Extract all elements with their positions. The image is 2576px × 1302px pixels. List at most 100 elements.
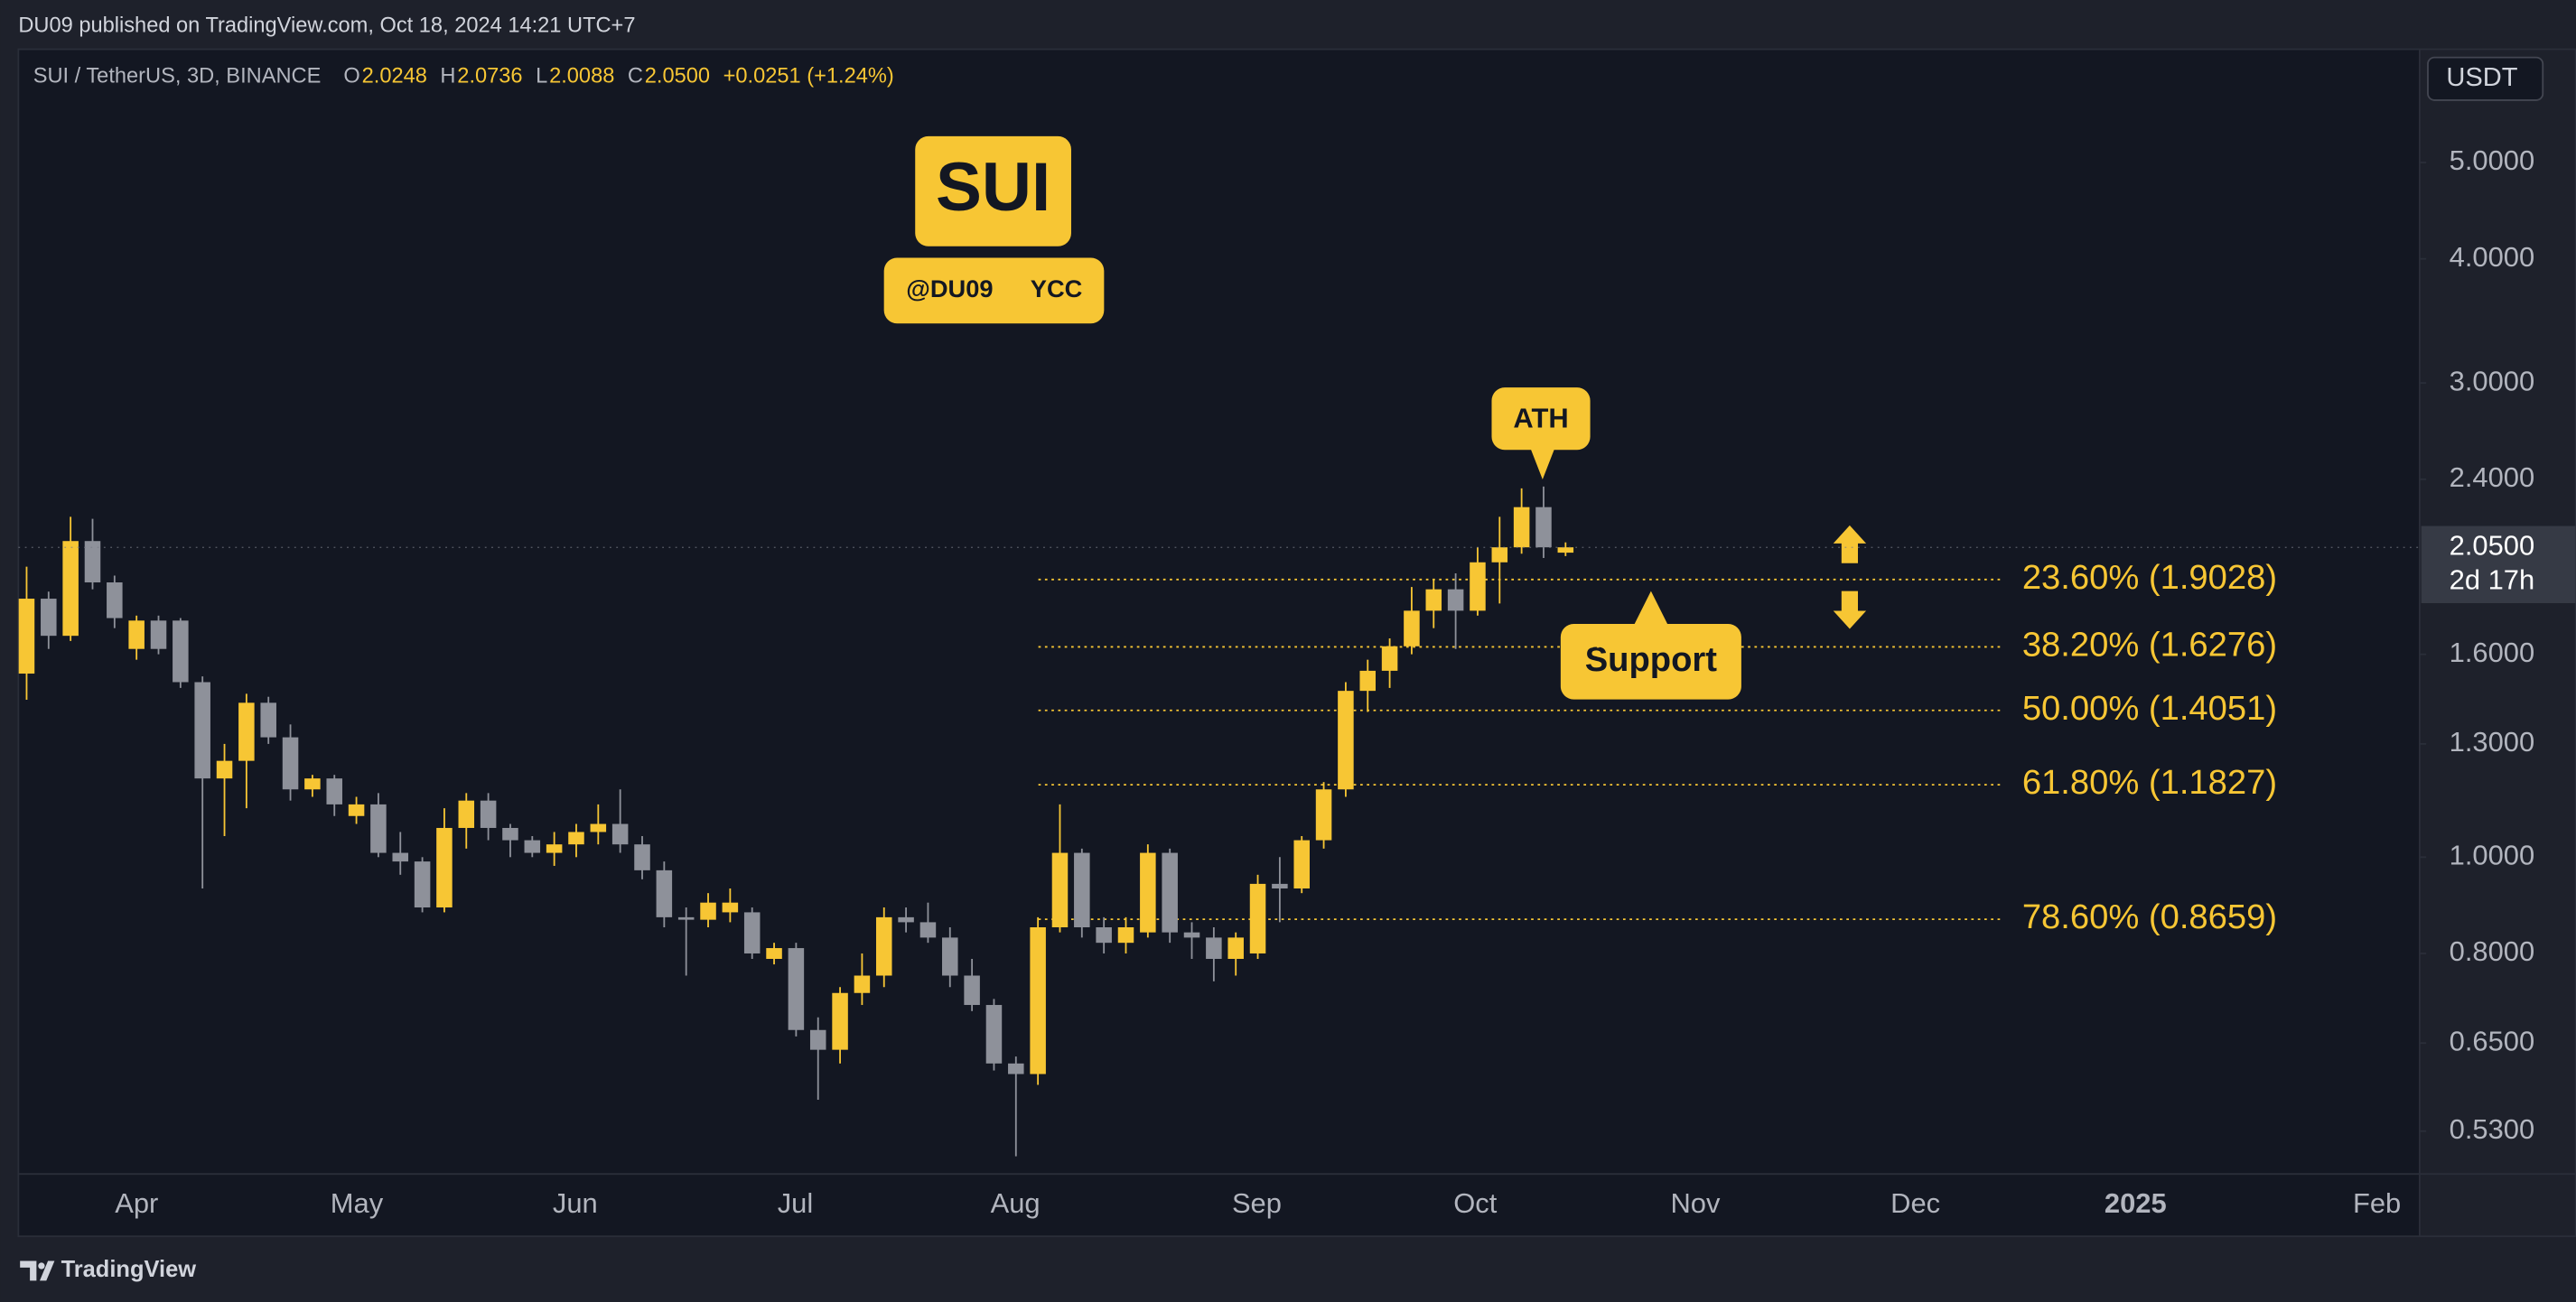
candle-body (1557, 547, 1574, 553)
x-tick-label: Dec (1890, 1187, 1940, 1219)
candle-body (1162, 852, 1178, 933)
tv-logo (20, 1260, 55, 1281)
plot: 5.0000 4.0000 3.0000 2.4000 1.6000 1.3000 1.00… (18, 144, 2576, 1219)
candle-body (1096, 926, 1112, 944)
partner-text: YCC (1031, 274, 1083, 302)
y-tick-label: 0.6500 (2450, 1025, 2535, 1056)
currency-button[interactable] (2427, 56, 2544, 101)
candle-body (964, 975, 980, 1006)
x-tick-label: Aug (991, 1187, 1041, 1219)
candle-body (832, 992, 848, 1050)
title-text: SUI (936, 149, 1050, 226)
candle-body (1249, 883, 1266, 953)
ath-text: ATH (1513, 403, 1568, 434)
candle-body (128, 620, 145, 649)
x-tick-label: 2025 (2105, 1187, 2167, 1219)
y-tick-label: 0.5300 (2450, 1113, 2535, 1145)
candle-body (590, 823, 607, 832)
candle-body (677, 916, 695, 920)
candle-body (766, 948, 782, 959)
candle-body (238, 702, 255, 761)
y-tick-label: 5.0000 (2450, 144, 2535, 176)
candle-body (656, 870, 673, 917)
x-tick-label: Sep (1232, 1187, 1282, 1219)
candle-body (41, 599, 57, 637)
candle-body (634, 844, 650, 870)
title-badge (915, 135, 1071, 246)
candle-body (1315, 789, 1332, 841)
x-tick-label: May (331, 1187, 384, 1219)
candle-body (743, 912, 761, 953)
candle-body (1404, 610, 1420, 646)
candle-body (348, 804, 365, 816)
published-note: DU09 published on TradingView.com, Oct 1… (18, 14, 635, 37)
y-tick-label: 0.8000 (2450, 935, 2535, 967)
candle-body (722, 902, 739, 913)
candle-body (1074, 852, 1090, 927)
ath-callout (1491, 387, 1591, 479)
support-text: Support (1585, 640, 1718, 679)
candle-body (370, 804, 387, 853)
ohlc-change: +0.0251 (+1.24%) (723, 65, 894, 88)
candle-body (84, 541, 101, 583)
ohlc-key: O (343, 65, 359, 88)
candle-body (18, 599, 35, 674)
symbol-info: SUI / TetherUS, 3D, BINANCE (33, 65, 322, 88)
candle-body (854, 975, 871, 993)
x-tick-label: Jun (553, 1187, 598, 1219)
candle-body (414, 861, 431, 908)
candle-body (1117, 926, 1134, 944)
candle-body (1535, 507, 1552, 548)
y-tick-label: 4.0000 (2450, 241, 2535, 273)
candle-body (1272, 883, 1288, 889)
fib-label: 50.00% (1.4051) (2022, 689, 2277, 728)
x-tick-label: Nov (1670, 1187, 1721, 1219)
ohlc-value: 2.0500 (645, 65, 710, 88)
fib-label: 61.80% (1.1827) (2022, 763, 2277, 802)
ohlc-key: H (440, 65, 455, 88)
candle-body (150, 620, 167, 649)
y-tick-label: 1.3000 (2450, 726, 2535, 758)
candle-body (875, 916, 892, 976)
candle-body (568, 832, 584, 845)
ohlc-value: 2.0736 (457, 65, 522, 88)
candle-body (809, 1029, 826, 1050)
candle-body (1030, 926, 1046, 1074)
x-tick-label: Apr (115, 1187, 158, 1219)
x-tick-label: Feb (2353, 1187, 2401, 1219)
candle-body (304, 778, 321, 790)
fib-label: 23.60% (1.9028) (2022, 558, 2277, 597)
candle-body (260, 702, 276, 738)
countdown: 2d 17h (2450, 564, 2535, 596)
ohlc-value: 2.0088 (549, 65, 614, 88)
candle-body (1338, 691, 1354, 790)
candle-body (1227, 937, 1244, 959)
candle-body (919, 922, 937, 938)
candle-body (1140, 852, 1156, 933)
ohlc-value: 2.0248 (362, 65, 427, 88)
candle-body (502, 827, 518, 841)
candle-body (458, 800, 475, 828)
candle-body (1293, 840, 1310, 889)
ohlc-key: L (536, 65, 547, 88)
candle-body (1206, 937, 1222, 959)
candle-body (1425, 589, 1442, 611)
candle-body (546, 844, 563, 853)
candle-body (611, 823, 629, 845)
brand: TradingView (61, 1257, 197, 1282)
currency-label[interactable]: USDT (2446, 63, 2517, 92)
y-tick-label: 2.4000 (2450, 461, 2535, 493)
candle-body (62, 541, 79, 637)
candle-body (1051, 852, 1069, 927)
candle-body (788, 948, 805, 1030)
candle-body (392, 852, 409, 862)
ohlc-key: C (628, 65, 643, 88)
candle-body (194, 682, 210, 779)
chart-pane (18, 49, 2420, 1237)
candle-body (898, 916, 914, 923)
price-tag-label: 2.0500 (2450, 529, 2535, 561)
x-tick-label: Oct (1453, 1187, 1497, 1219)
fib-label: 78.60% (0.8659) (2022, 897, 2277, 936)
candle-body (1491, 547, 1508, 563)
candle-body (524, 840, 541, 853)
